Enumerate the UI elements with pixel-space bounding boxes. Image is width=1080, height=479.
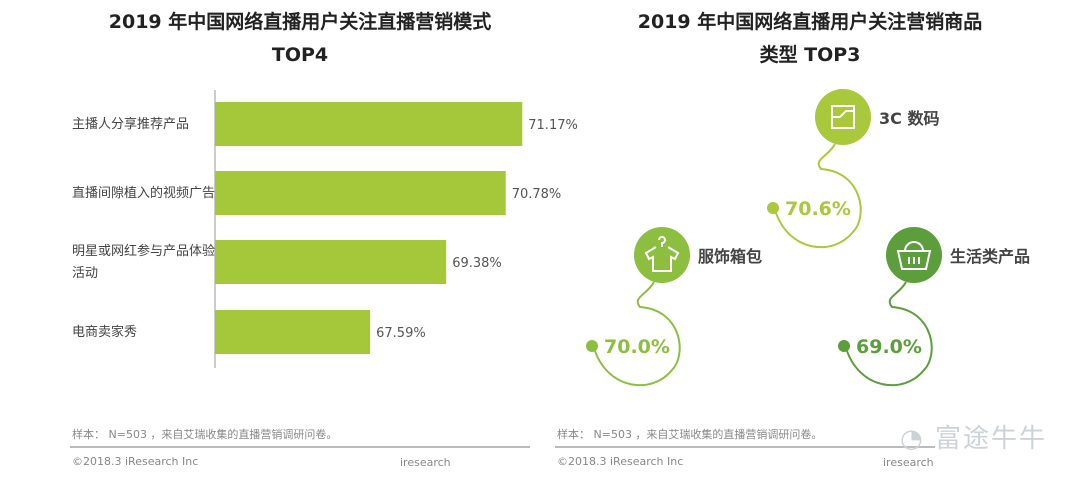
category-label: 服饰箱包 xyxy=(698,247,762,266)
right-brand: iresearch xyxy=(883,456,934,469)
connector-curve xyxy=(774,143,862,249)
left-title-line2: TOP4 xyxy=(271,44,329,66)
value-label: 70.6% xyxy=(785,198,851,220)
watermark-text: 富途牛牛 xyxy=(934,424,1047,454)
right-title-line2: 类型 TOP3 xyxy=(759,44,861,66)
right-copyright: ©2018.3 iResearch Inc xyxy=(557,455,684,468)
basket-badge xyxy=(886,227,942,283)
right-sample-note: 样本： N=503 ，来自艾瑞收集的直播营销调研问卷。 xyxy=(557,428,823,441)
left-title-line1: 2019 年中国网络直播用户关注直播营销模式 xyxy=(108,11,492,33)
watermark-logo-icon: ◔ xyxy=(900,424,925,454)
category-label: 活动 xyxy=(72,266,98,281)
circuit-chip-badge xyxy=(815,89,871,145)
bar xyxy=(215,310,371,354)
circuit-chip-icon xyxy=(831,105,855,129)
right-title-line1: 2019 年中国网络直播用户关注营销商品 xyxy=(637,11,983,33)
connector-dot xyxy=(586,340,598,352)
category-label: 3C 数码 xyxy=(879,109,939,128)
value-label: 69.0% xyxy=(856,336,922,358)
category-label: 生活类产品 xyxy=(950,247,1030,266)
bar-value-label: 69.38% xyxy=(452,256,502,271)
bar xyxy=(215,171,506,215)
connector-curve xyxy=(593,281,681,387)
category-label: 主播人分享推荐产品 xyxy=(72,116,189,132)
basket-icon xyxy=(896,241,932,270)
category-label: 电商卖家秀 xyxy=(72,324,137,340)
watermark: ◔ 富途牛牛 xyxy=(900,418,1047,455)
bar xyxy=(215,102,523,146)
left-copyright: ©2018.3 iResearch Inc xyxy=(72,455,199,468)
category-label: 明星或网红参与产品体验 xyxy=(72,243,215,259)
category-label: 直播间隙植入的视频广告 xyxy=(72,185,215,201)
left-title: 2019 年中国网络直播用户关注直播营销模式 TOP4 xyxy=(40,6,560,72)
bar-value-label: 67.59% xyxy=(376,326,426,341)
right-divider xyxy=(555,446,935,448)
left-sample-note: 样本： N=503 ，来自艾瑞收集的直播营销调研问卷。 xyxy=(72,428,338,441)
bar-value-label: 70.78% xyxy=(512,187,562,202)
connector-dot xyxy=(838,340,850,352)
bar xyxy=(215,240,447,284)
connector-curve xyxy=(845,281,933,387)
left-divider xyxy=(70,446,530,448)
shirt-hanger-badge xyxy=(634,227,690,283)
left-brand: iresearch xyxy=(400,456,451,469)
connector-dot xyxy=(767,202,779,214)
right-title: 2019 年中国网络直播用户关注营销商品 类型 TOP3 xyxy=(560,6,1060,72)
value-label: 70.0% xyxy=(604,336,670,358)
shirt-hanger-icon xyxy=(644,236,680,272)
bar-value-label: 71.17% xyxy=(528,118,578,133)
